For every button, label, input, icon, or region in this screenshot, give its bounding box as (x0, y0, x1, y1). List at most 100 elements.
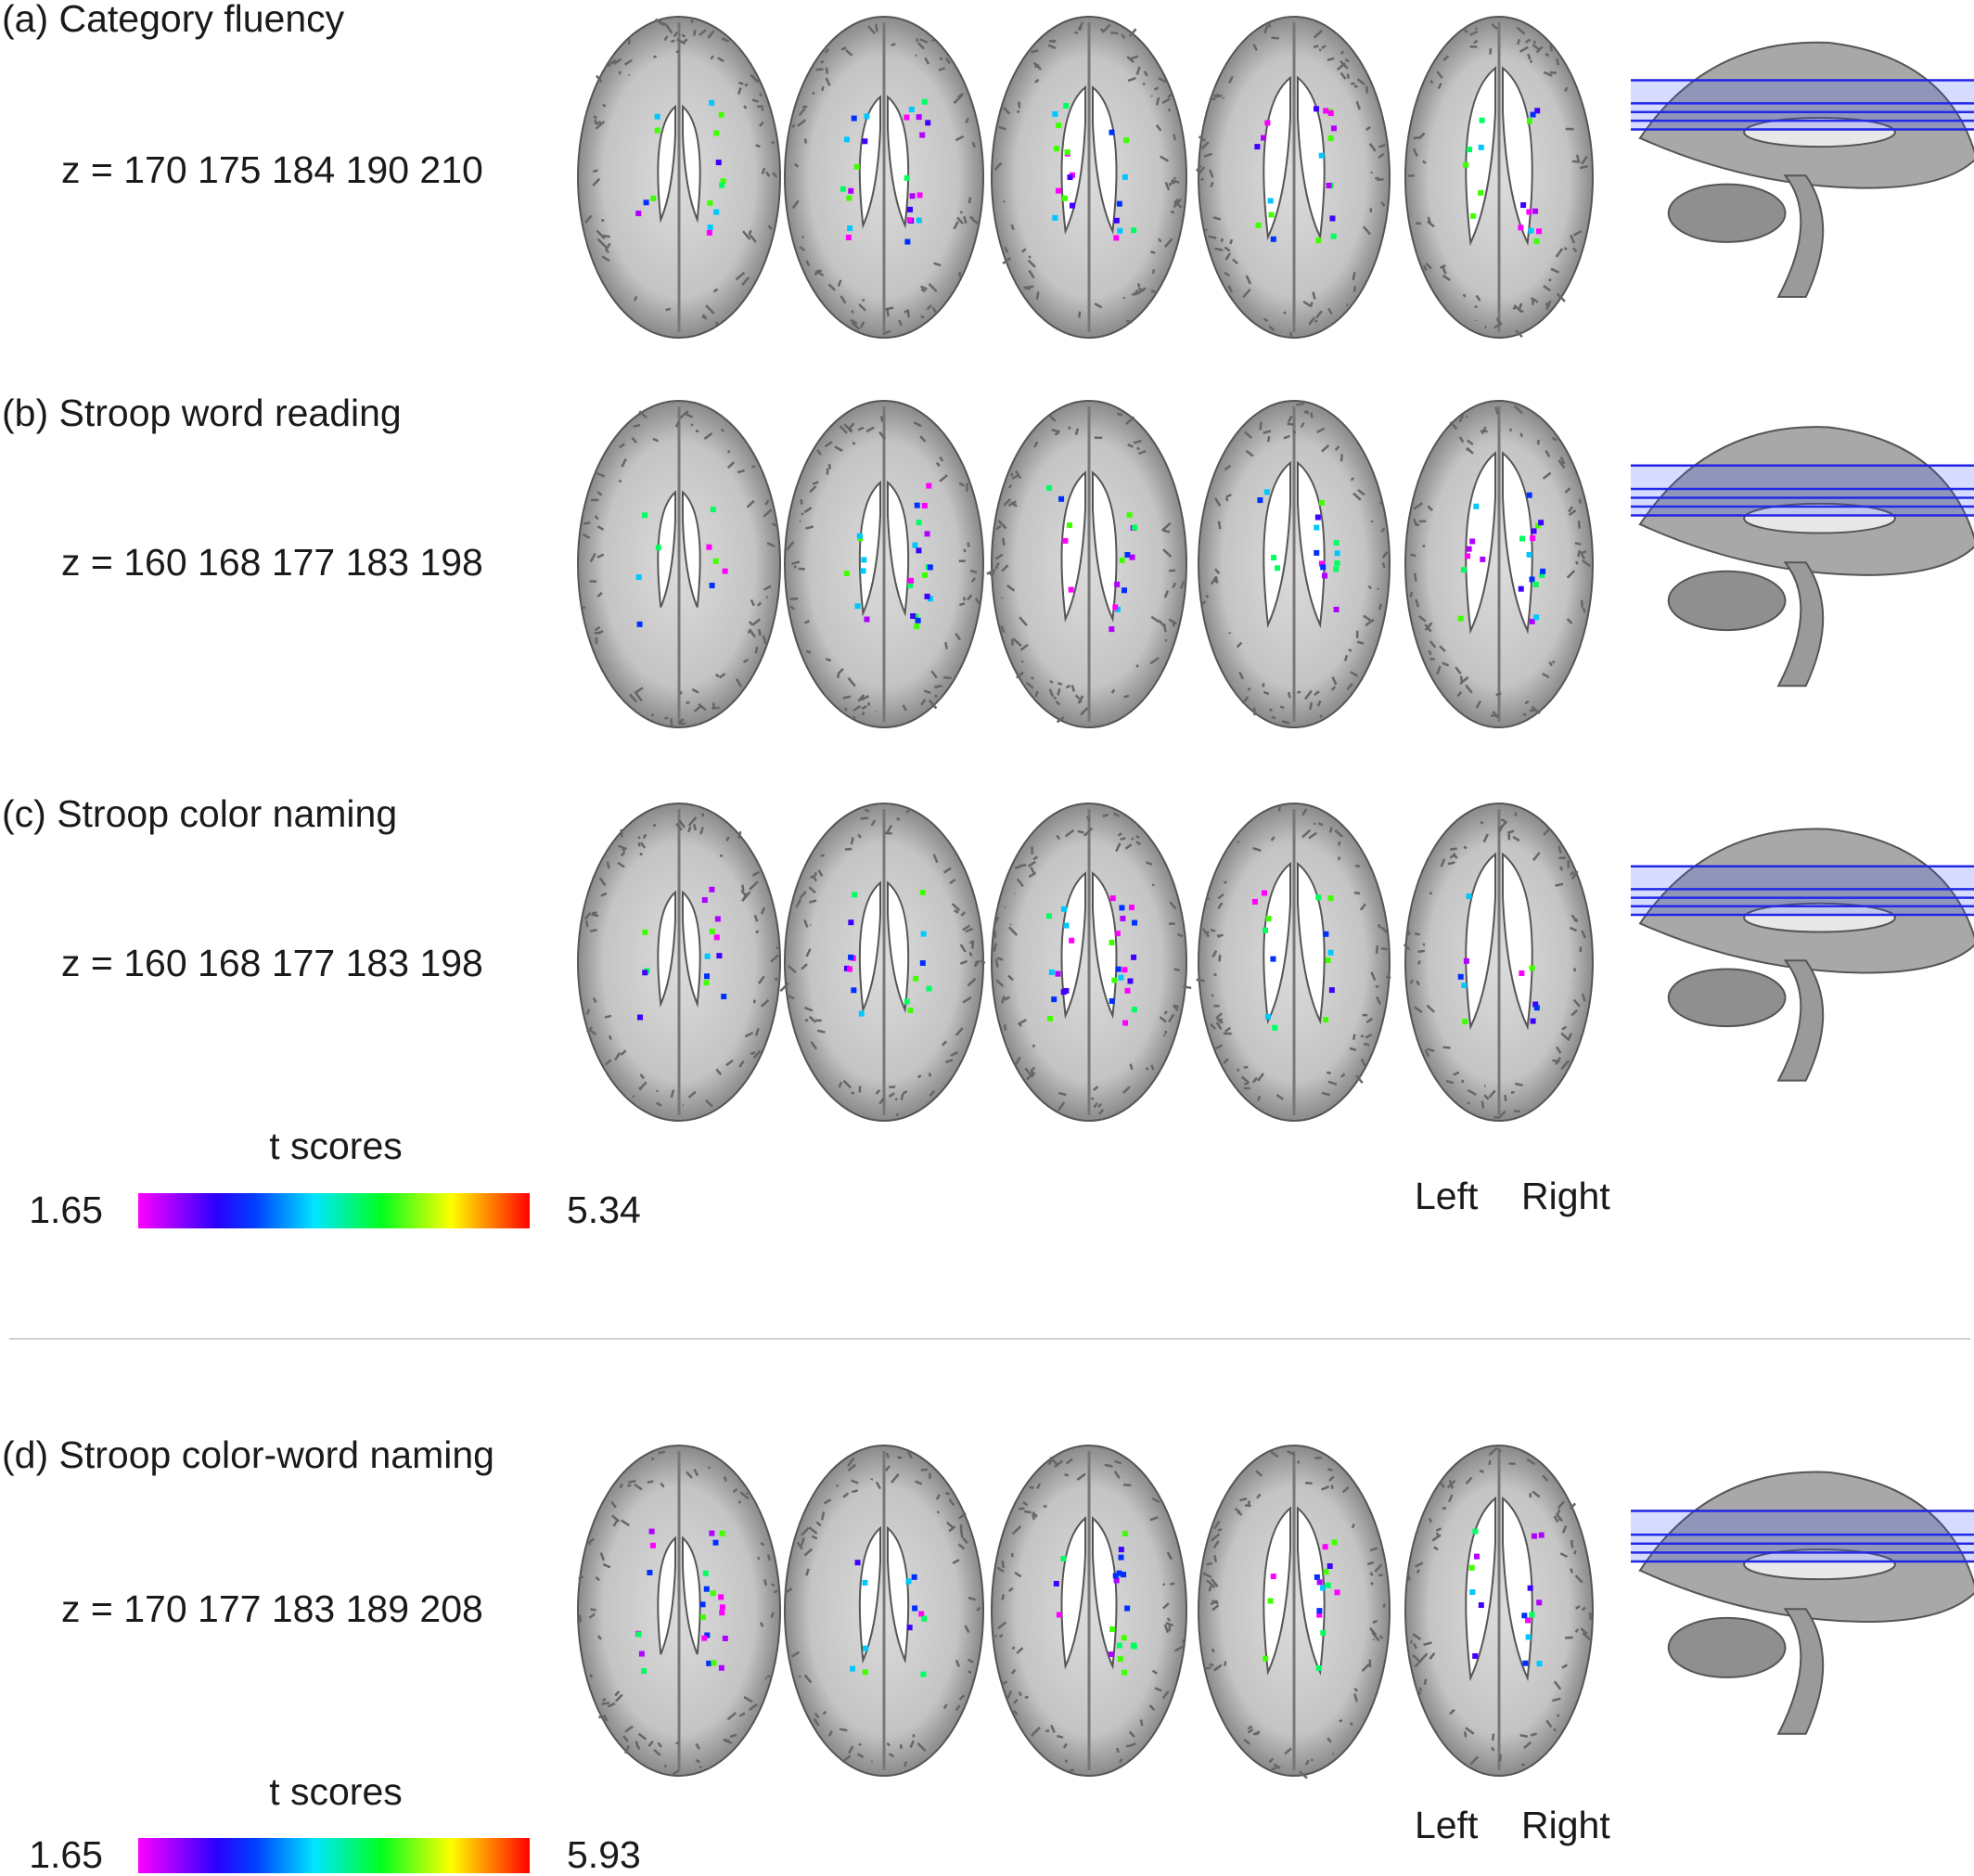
sulcus (949, 878, 956, 885)
sulcus (1001, 1560, 1006, 1569)
ventricle (887, 880, 910, 1014)
axial-slice (577, 1445, 781, 1777)
sulcus (1135, 663, 1139, 668)
activation-voxel (1063, 102, 1070, 109)
sulcus (956, 216, 965, 225)
sulcus (1252, 846, 1262, 852)
sulcus (737, 469, 745, 474)
sulcus (953, 94, 964, 105)
sulcus (719, 854, 724, 858)
activation-voxel (1270, 1574, 1276, 1580)
sulcus (1343, 654, 1349, 662)
sulcus (1210, 928, 1216, 933)
sulcus (1251, 1076, 1258, 1084)
activation-voxel (1323, 1569, 1329, 1575)
sulcus (759, 121, 764, 127)
sulcus (726, 1712, 737, 1721)
sulcus (1568, 506, 1574, 513)
sulcus (1224, 246, 1231, 252)
sulcus (838, 1081, 843, 1088)
activation-voxel (1122, 1020, 1129, 1026)
sulcus (860, 695, 870, 701)
sulcus (797, 119, 807, 127)
activation-voxel (1131, 954, 1137, 960)
sulcus (955, 1704, 961, 1712)
sulcus (723, 1476, 727, 1482)
brainstem (1776, 1608, 1825, 1735)
sulcus (735, 677, 743, 687)
sulcus (618, 479, 622, 483)
sulcus (596, 471, 606, 478)
sulcus (763, 1579, 768, 1587)
sulcus (1224, 252, 1232, 261)
sulcus (1224, 271, 1231, 277)
sulcus (1413, 1643, 1417, 1650)
sulcus (1582, 607, 1587, 613)
sulcus (1200, 600, 1207, 606)
sulcus (905, 807, 912, 814)
sulcus (741, 276, 750, 287)
cortex (1638, 1471, 1974, 1623)
sulcus (639, 852, 644, 856)
sulcus (596, 491, 603, 496)
ventricle (1060, 85, 1086, 235)
activation-voxel (1526, 551, 1532, 558)
sulcus (1116, 412, 1123, 417)
activation-voxel (921, 1615, 928, 1622)
sulcus (620, 851, 626, 857)
sulcus (1423, 1641, 1432, 1647)
sulcus (685, 412, 693, 418)
activation-voxel (1109, 895, 1116, 902)
sulcus (748, 628, 757, 638)
activation-voxel (843, 136, 850, 143)
sulcus (1151, 1497, 1160, 1504)
sulcus (754, 646, 759, 654)
sulcus (606, 861, 610, 869)
sulcus (1210, 181, 1214, 188)
slice-band (1631, 1510, 1974, 1561)
sulcus (952, 1559, 960, 1564)
activation-voxel (1267, 1598, 1274, 1604)
sulcus (996, 1566, 1005, 1574)
activation-voxel (1478, 144, 1484, 150)
sulcus (622, 1735, 629, 1742)
sulcus (1522, 713, 1527, 716)
sulcus (1416, 980, 1420, 986)
activation-voxel (709, 1530, 715, 1536)
sulcus (795, 898, 802, 908)
activation-voxel (843, 965, 850, 971)
sulcus (601, 255, 610, 263)
sulcus (1158, 619, 1166, 627)
activation-voxel (1469, 538, 1476, 545)
sulcus (751, 98, 760, 104)
sulcus (1374, 1563, 1383, 1573)
activation-voxel (703, 980, 710, 986)
sulcus (1367, 585, 1373, 590)
sulcus (1125, 319, 1134, 324)
sulcus (715, 1068, 723, 1076)
sulcus (1213, 1520, 1221, 1530)
activation-voxel (1048, 970, 1055, 976)
sulcus (1176, 932, 1184, 938)
sulcus (958, 482, 966, 487)
sulcus (791, 199, 800, 210)
sulcus (1493, 323, 1501, 329)
sulcus (1548, 661, 1553, 667)
sulcus (1127, 443, 1134, 448)
sulcus (1304, 689, 1313, 700)
sulcus (942, 867, 952, 874)
sulcus (1122, 1484, 1132, 1487)
activation-voxel (713, 209, 720, 215)
sulcus (1371, 1631, 1380, 1642)
sulcus (1382, 1603, 1386, 1608)
activation-voxel (710, 1590, 716, 1597)
sulcus (690, 423, 694, 427)
sulcus (997, 1621, 1007, 1629)
sulcus (747, 630, 750, 634)
sulcus (945, 58, 952, 65)
sulcus (1240, 1075, 1250, 1084)
sulcus (1359, 903, 1367, 911)
ventricle (1263, 460, 1291, 629)
activation-voxel (847, 225, 853, 232)
activation-voxel (918, 1611, 925, 1617)
